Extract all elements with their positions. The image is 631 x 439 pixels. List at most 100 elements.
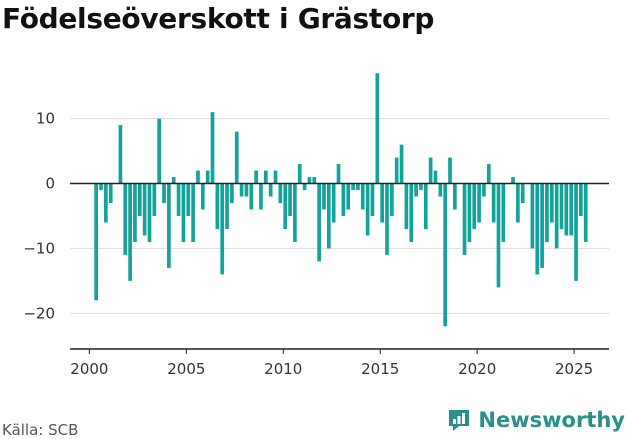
bar — [278, 183, 283, 204]
bar — [259, 183, 263, 210]
bar — [365, 183, 370, 236]
bar — [472, 183, 477, 229]
bar — [370, 183, 375, 216]
bar — [200, 183, 205, 210]
bar — [516, 183, 520, 223]
bar — [569, 183, 574, 236]
bar — [249, 183, 254, 210]
bar — [443, 183, 448, 327]
bar — [157, 118, 162, 184]
bar — [302, 183, 307, 191]
bar — [167, 183, 171, 268]
bar — [133, 183, 137, 242]
bar — [220, 183, 225, 275]
bar — [273, 170, 278, 184]
bar — [380, 183, 384, 223]
bar — [104, 183, 108, 223]
bar — [462, 183, 467, 255]
x-tick-label: 2015 — [361, 360, 399, 378]
bar — [99, 183, 103, 191]
bar — [191, 183, 195, 242]
bar — [583, 183, 588, 242]
bar — [346, 183, 351, 210]
bar — [520, 183, 525, 204]
bar — [448, 157, 452, 184]
bar — [239, 183, 244, 197]
bar — [438, 183, 443, 197]
bar — [94, 183, 99, 301]
tick-labels: 10 0 −10 −20 2000 2005 2010 2015 2020 2025 — [23, 110, 593, 378]
bar — [176, 183, 181, 216]
x-tick-label: 2010 — [264, 360, 302, 378]
bar — [225, 183, 229, 229]
bar — [147, 183, 152, 242]
bar — [409, 183, 414, 242]
bar — [331, 183, 336, 223]
bar — [118, 125, 123, 184]
x-tick-label: 2025 — [555, 360, 593, 378]
bar — [419, 183, 423, 191]
bar — [171, 177, 176, 184]
bar — [254, 170, 258, 184]
bar — [540, 183, 544, 268]
bar — [574, 183, 578, 281]
bar — [501, 183, 506, 242]
bar — [205, 170, 210, 184]
bar — [535, 183, 540, 275]
y-tick-label: −20 — [23, 304, 55, 322]
bar — [152, 183, 157, 216]
bar — [123, 183, 128, 255]
bar — [360, 183, 365, 210]
bar — [482, 183, 486, 197]
bar — [312, 177, 317, 184]
bar — [322, 183, 326, 210]
bar — [496, 183, 501, 288]
bar — [142, 183, 147, 236]
bar — [162, 183, 166, 204]
bar — [404, 183, 409, 229]
newsworthy-icon — [449, 410, 470, 431]
bar — [307, 177, 312, 184]
bar — [394, 157, 399, 184]
bar — [196, 170, 200, 184]
bar — [477, 183, 481, 223]
bar — [230, 183, 234, 204]
bar — [186, 183, 191, 216]
x-tick-label: 2005 — [167, 360, 205, 378]
bar — [108, 183, 113, 204]
bar — [399, 144, 404, 184]
bar — [215, 183, 220, 229]
bar — [283, 183, 288, 229]
axes — [70, 182, 609, 354]
bar — [423, 183, 428, 229]
bar — [210, 112, 215, 184]
y-tick-label: 0 — [45, 175, 55, 193]
bar — [390, 183, 394, 216]
bar — [128, 183, 132, 281]
bar — [530, 183, 535, 249]
bar — [385, 183, 389, 255]
bar — [554, 183, 559, 249]
bar — [491, 183, 496, 223]
bar — [511, 177, 515, 184]
bar — [326, 183, 331, 249]
bar — [549, 183, 554, 223]
bar — [428, 157, 433, 184]
source-note: Källa: SCB — [2, 421, 79, 439]
bar — [564, 183, 569, 236]
bar — [486, 164, 491, 184]
bar — [181, 183, 186, 242]
bar — [453, 183, 457, 210]
brand-logo: Newsworthy — [446, 407, 625, 433]
x-tick-label: 2020 — [458, 360, 496, 378]
bar — [433, 170, 438, 184]
bars — [94, 73, 588, 327]
bar — [356, 183, 360, 191]
bar — [297, 164, 302, 184]
bar — [268, 183, 273, 197]
page-title: Födelseöverskott i Grästorp — [2, 2, 435, 35]
bar — [234, 131, 239, 184]
bar — [579, 183, 583, 216]
bar — [414, 183, 418, 197]
